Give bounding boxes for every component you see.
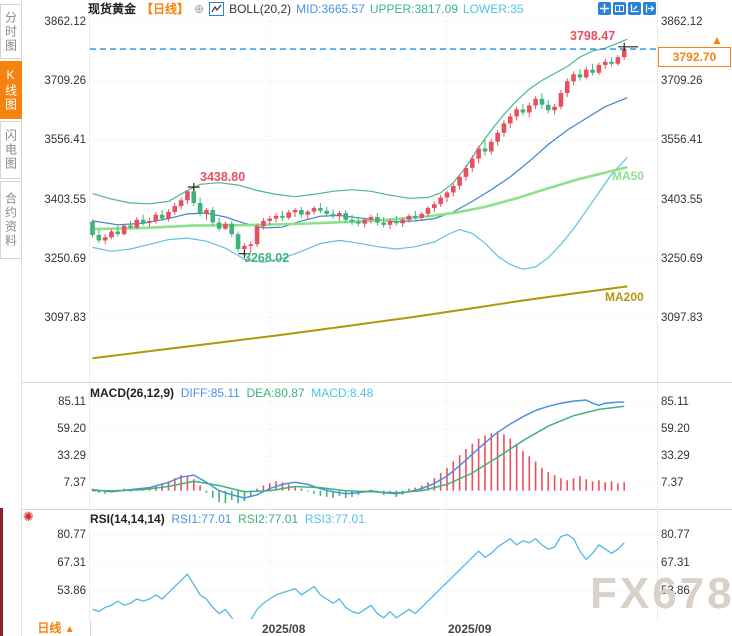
axis-tick-label: 3250.69 [661,252,703,265]
zoom-range-icon[interactable] [613,2,626,15]
bottom-bar [22,620,732,636]
macd-diff-value: DIFF:85.11 [180,386,240,400]
axis-tick-label: 67.31 [661,557,690,569]
axis-tick-label: 7.37 [63,477,86,489]
add-indicator-icon[interactable]: ⊕ [194,1,205,16]
axis-tick-label: 85.11 [661,396,689,408]
macd-hist-value: MACD:8.48 [311,386,374,400]
swing-high-annotation: 3438.80 [200,170,246,184]
sidebar-tab-label: K线图 [3,68,18,112]
macd-panel-divider [22,382,732,383]
sidebar-tab-contract-info[interactable]: 合约资料 [0,181,22,259]
chart-toolbar [598,2,656,15]
rsi3-value: RSI3:77.01 [304,512,365,526]
axis-tick-label: 3403.55 [661,193,703,206]
sidebar-tab-kline[interactable]: K线图 [0,61,22,119]
sidebar-tab-lightning[interactable]: 闪电图 [0,121,22,179]
ma50-label: MA50 [612,169,645,183]
axis-tick-label: 59.20 [661,423,690,435]
symbol-name: 现货黄金 [88,2,137,16]
period-badge: 【日线】 [141,2,190,16]
axis-tick-label: 3403.55 [44,193,86,206]
boll-upper-value: UPPER:3817.09 [369,1,458,16]
rsi-panel-title: RSI(14,14,14) RSI1:77.01 RSI2:77.01 RSI3… [90,512,365,526]
boll-title: BOLL(20,2) [229,1,292,16]
boll-lower-value: LOWER:35 [462,1,524,16]
settings-icon[interactable]: ✺ [23,509,34,524]
x-axis-date-label: 2025/09 [448,622,492,636]
axis-divider [89,0,90,620]
axis-tick-label: 3709.26 [44,75,86,88]
rsi-panel-divider [22,509,732,510]
period-label: 日线 [37,621,62,635]
x-axis-date-label: 2025/08 [262,622,306,636]
axis-tick-label: 53.86 [661,585,690,597]
axis-tick-label: 3862.12 [661,16,703,28]
boll-mid-value: MID:3665.57 [296,1,365,16]
dropdown-arrow-icon: ▲ [64,624,75,635]
axis-tick-label: 3709.26 [661,75,703,88]
axis-tick-label: 3250.69 [44,252,86,265]
pan-right-icon[interactable] [643,2,656,15]
window-edge-sliver [0,508,3,636]
axis-tick-label: 3097.83 [661,312,703,324]
axis-tick-label: 3862.12 [44,16,86,28]
axis-tick-label: 3556.41 [44,134,86,147]
high-price-annotation: 3798.47 [570,29,616,43]
crosshair-move-icon[interactable] [598,2,611,15]
rsi2-value: RSI2:77.01 [238,512,299,526]
chart-header: 现货黄金 【日线】 ⊕ BOLL(20,2) MID:3665.57 UPPER… [88,1,524,16]
rsi-title: RSI(14,14,14) [90,512,165,526]
axis-tick-label: 53.86 [57,585,86,597]
axis-scale-icon[interactable] [628,2,641,15]
sidebar-tab-label: 分时图 [3,10,18,53]
watermark: FX678 [590,569,732,618]
ma200-label: MA200 [605,290,644,304]
sidebar-divider [21,0,22,636]
sidebar-tab-timeshare[interactable]: 分时图 [0,4,22,59]
swing-low-annotation: 3268.02 [244,251,290,265]
macd-panel-title: MACD(26,12,9) DIFF:85.11 DEA:80.87 MACD:… [90,386,373,400]
axis-tick-label: 33.29 [57,450,86,462]
axis-tick-label: 3556.41 [661,134,703,147]
indicator-chart-icon[interactable] [209,1,225,16]
axis-tick-label: 59.20 [57,423,86,435]
axis-tick-label: 80.77 [661,529,690,541]
sidebar-tab-label: 合约资料 [3,192,18,248]
right-axis-divider [657,0,658,620]
axis-tick-label: 33.29 [661,450,690,462]
period-dropdown-button[interactable]: 日线 ▲ [22,620,91,636]
macd-dea-value: DEA:80.87 [246,386,305,400]
axis-tick-label: 67.31 [57,557,86,569]
axis-tick-label: 85.11 [58,396,86,408]
price-up-arrow-icon: ▲ [711,33,723,47]
axis-tick-label: 3097.83 [44,312,86,324]
last-price-tag: 3792.70 [658,47,731,67]
macd-title: MACD(26,12,9) [90,386,175,400]
rsi1-value: RSI1:77.01 [171,512,232,526]
axis-tick-label: 7.37 [661,477,684,489]
sidebar-tab-label: 闪电图 [3,129,18,171]
axis-tick-label: 80.77 [57,529,86,541]
